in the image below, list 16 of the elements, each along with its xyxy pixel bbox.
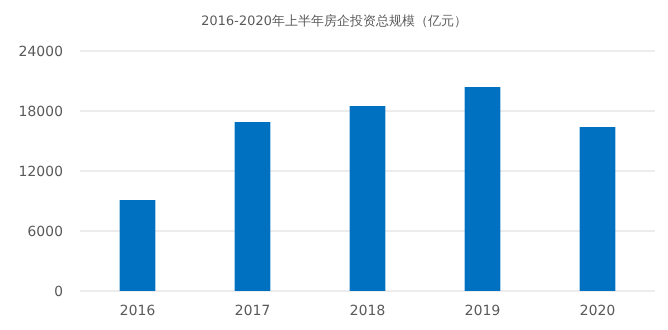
y-tick-label: 0 xyxy=(54,284,63,300)
x-tick-label: 2016 xyxy=(120,303,156,319)
x-tick-label: 2018 xyxy=(350,303,386,319)
x-tick-label: 2020 xyxy=(580,303,616,319)
bar xyxy=(234,122,270,291)
bar xyxy=(120,200,156,291)
bar xyxy=(350,106,386,291)
y-tick-label: 24000 xyxy=(18,44,63,60)
bar xyxy=(580,127,616,291)
x-tick-label: 2019 xyxy=(464,303,500,319)
bar xyxy=(464,87,500,291)
y-tick-label: 6000 xyxy=(27,224,63,240)
chart-title: 2016-2020年上半年房企投资总规模（亿元） xyxy=(201,13,467,29)
x-tick-label: 2017 xyxy=(234,303,270,319)
y-tick-label: 18000 xyxy=(18,104,63,120)
y-tick-label: 12000 xyxy=(18,164,63,180)
